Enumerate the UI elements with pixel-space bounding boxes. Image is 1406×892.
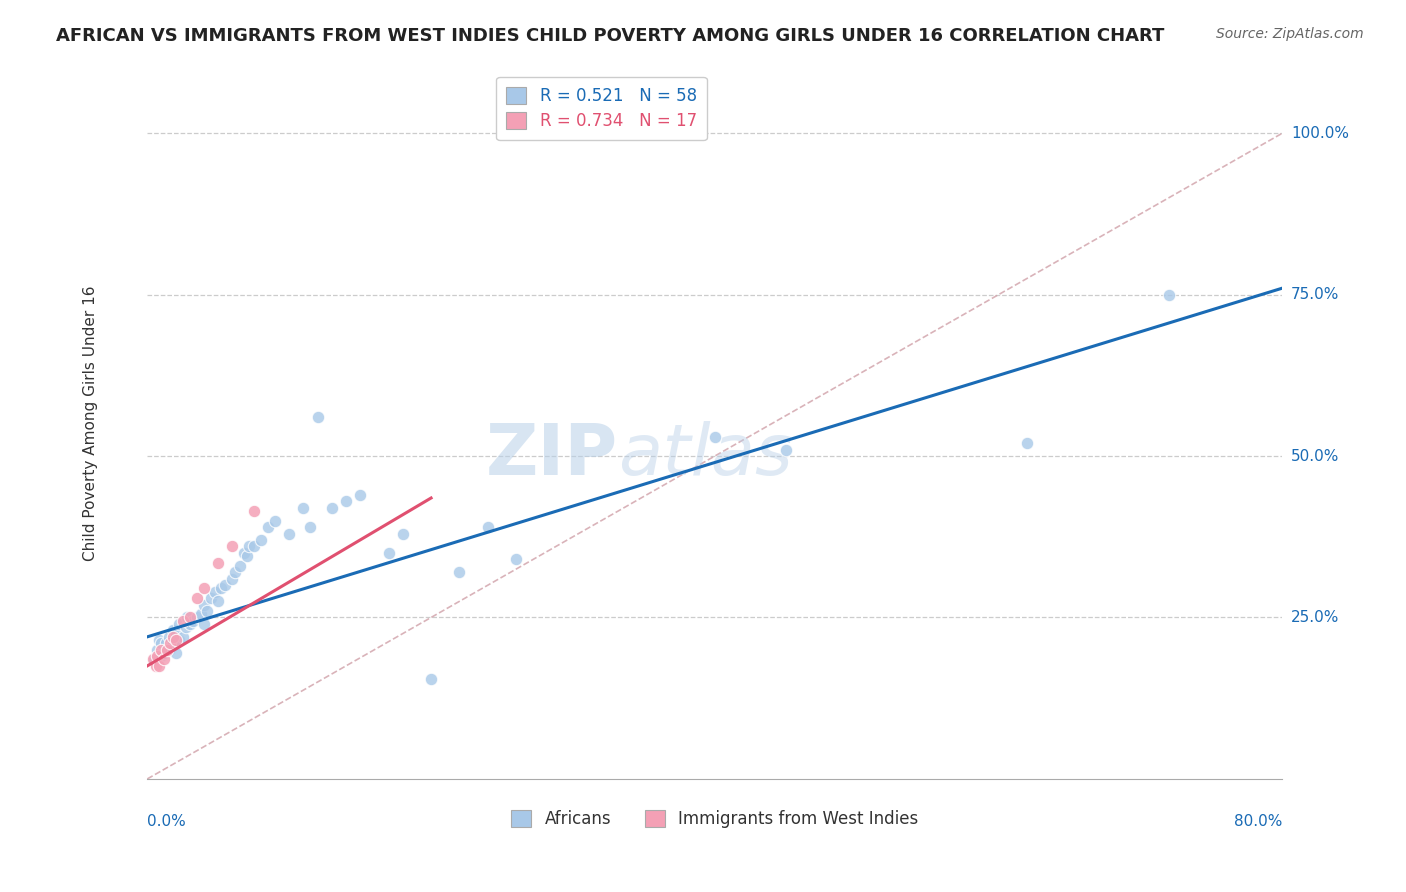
- Point: [1015, 436, 1038, 450]
- Text: Source: ZipAtlas.com: Source: ZipAtlas.com: [1216, 27, 1364, 41]
- Point: [172, 630, 194, 644]
- Point: [156, 642, 179, 657]
- Point: [775, 442, 797, 457]
- Point: [321, 500, 343, 515]
- Point: [179, 610, 201, 624]
- Point: [153, 646, 176, 660]
- Point: [193, 598, 215, 612]
- Point: [162, 636, 184, 650]
- Point: [1157, 287, 1180, 301]
- Point: [224, 566, 246, 580]
- Point: [193, 616, 215, 631]
- Point: [153, 652, 176, 666]
- Point: [238, 540, 260, 554]
- Point: [505, 552, 527, 566]
- Point: [195, 604, 218, 618]
- Point: [186, 610, 208, 624]
- Point: [228, 558, 250, 573]
- Point: [477, 520, 499, 534]
- Point: [181, 614, 204, 628]
- Point: [162, 630, 184, 644]
- Point: [159, 640, 181, 654]
- Point: [232, 546, 254, 560]
- Point: [159, 636, 181, 650]
- Point: [167, 633, 190, 648]
- Point: [391, 526, 413, 541]
- Point: [449, 566, 471, 580]
- Text: 80.0%: 80.0%: [1234, 814, 1282, 830]
- Text: ZIP: ZIP: [486, 421, 619, 491]
- Point: [148, 659, 170, 673]
- Point: [157, 630, 180, 644]
- Text: atlas: atlas: [619, 421, 793, 491]
- Point: [209, 582, 232, 596]
- Point: [335, 494, 357, 508]
- Point: [174, 620, 197, 634]
- Point: [278, 526, 301, 541]
- Text: 50.0%: 50.0%: [1291, 449, 1339, 464]
- Point: [155, 636, 177, 650]
- Point: [207, 556, 229, 570]
- Point: [193, 582, 215, 596]
- Text: 0.0%: 0.0%: [148, 814, 186, 830]
- Point: [143, 652, 166, 666]
- Point: [204, 584, 226, 599]
- Point: [150, 636, 173, 650]
- Point: [176, 610, 198, 624]
- Text: Child Poverty Among Girls Under 16: Child Poverty Among Girls Under 16: [83, 286, 98, 561]
- Point: [264, 514, 287, 528]
- Point: [162, 624, 184, 638]
- Text: 75.0%: 75.0%: [1291, 287, 1339, 302]
- Point: [167, 616, 190, 631]
- Point: [146, 642, 169, 657]
- Point: [172, 614, 194, 628]
- Point: [249, 533, 271, 547]
- Point: [148, 633, 170, 648]
- Point: [214, 578, 236, 592]
- Point: [377, 546, 399, 560]
- Point: [307, 410, 329, 425]
- Legend: Africans, Immigrants from West Indies: Africans, Immigrants from West Indies: [505, 803, 925, 835]
- Point: [186, 591, 208, 606]
- Point: [150, 649, 173, 664]
- Point: [235, 549, 257, 563]
- Point: [165, 626, 187, 640]
- Point: [242, 540, 264, 554]
- Point: [165, 646, 187, 660]
- Point: [146, 649, 169, 664]
- Point: [165, 633, 187, 648]
- Point: [349, 488, 371, 502]
- Text: 100.0%: 100.0%: [1291, 126, 1348, 141]
- Point: [299, 520, 322, 534]
- Point: [257, 520, 280, 534]
- Point: [200, 591, 222, 606]
- Point: [157, 642, 180, 657]
- Point: [420, 672, 443, 686]
- Point: [190, 607, 212, 622]
- Point: [242, 504, 264, 518]
- Point: [145, 659, 167, 673]
- Point: [150, 642, 173, 657]
- Point: [703, 430, 725, 444]
- Point: [221, 540, 243, 554]
- Point: [179, 616, 201, 631]
- Point: [142, 652, 165, 666]
- Text: AFRICAN VS IMMIGRANTS FROM WEST INDIES CHILD POVERTY AMONG GIRLS UNDER 16 CORREL: AFRICAN VS IMMIGRANTS FROM WEST INDIES C…: [56, 27, 1164, 45]
- Point: [207, 594, 229, 608]
- Point: [221, 572, 243, 586]
- Point: [292, 500, 315, 515]
- Text: 25.0%: 25.0%: [1291, 610, 1339, 625]
